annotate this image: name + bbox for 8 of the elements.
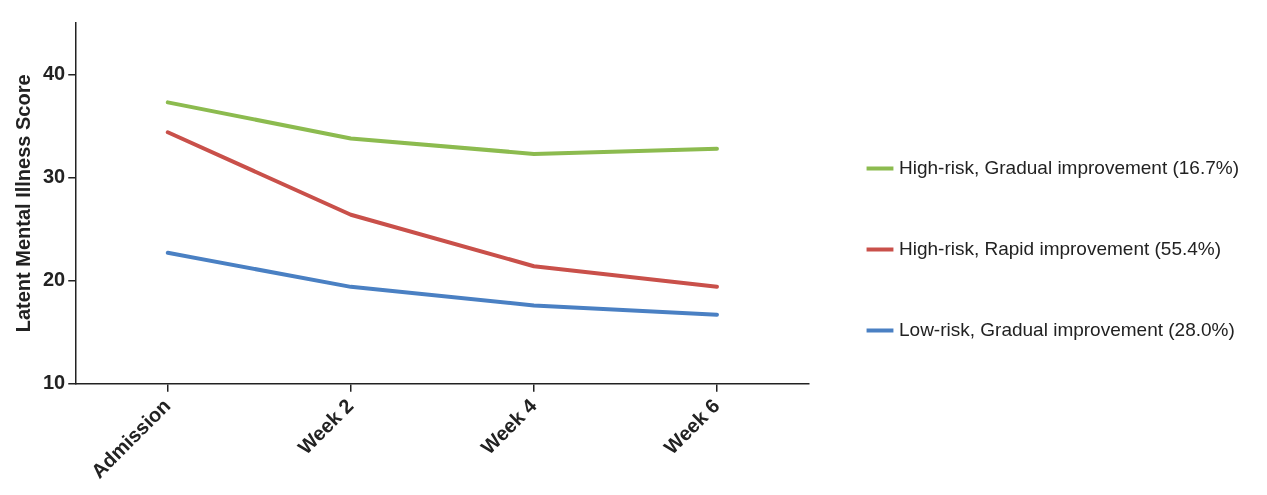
y-tick-label: 40 [43,62,66,85]
y-axis-title: Latent Mental Illness Score [11,74,34,333]
legend-label: Low-risk, Gradual improvement (28.0%) [898,318,1235,340]
y-tick-label: 20 [43,268,66,291]
legend-label: High-risk, Gradual improvement (16.7%) [898,156,1240,178]
y-tick-label: 10 [43,371,66,394]
y-tick-label: 30 [43,165,66,188]
legend-label: High-risk, Rapid improvement (55.4%) [898,237,1222,259]
